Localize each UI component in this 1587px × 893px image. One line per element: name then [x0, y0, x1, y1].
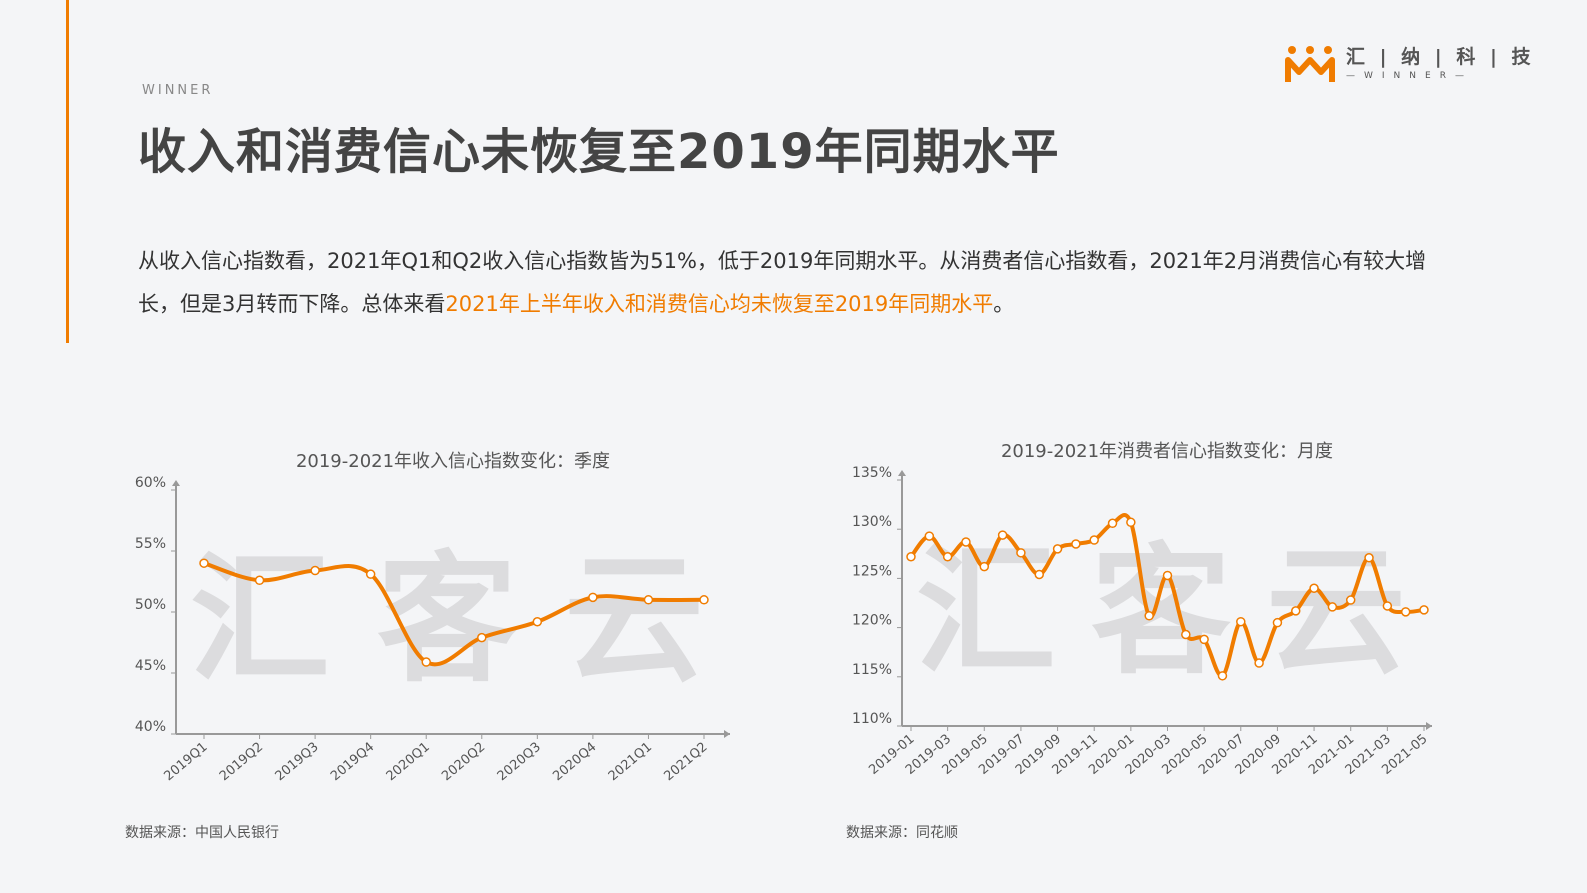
- data-point: [254, 575, 265, 586]
- description: 从收入信心指数看，2021年Q1和Q2收入信心指数皆为51%，低于2019年同期…: [138, 240, 1428, 326]
- data-point: [997, 530, 1008, 540]
- data-point: [199, 558, 209, 568]
- data-point: [1016, 548, 1026, 558]
- data-point: [1327, 602, 1338, 612]
- y-tick-label: 115%: [852, 662, 892, 678]
- data-point: [1217, 671, 1228, 681]
- x-tick-label: 2019Q1: [161, 740, 210, 785]
- data-point: [365, 569, 376, 579]
- data-point: [1034, 569, 1044, 580]
- data-point: [1052, 544, 1063, 554]
- desc-end: 。: [993, 292, 1015, 316]
- data-point: [1107, 518, 1118, 529]
- y-arrow-icon: [172, 480, 180, 486]
- data-point: [1364, 552, 1374, 563]
- source-left: 数据来源：中国人民银行: [125, 825, 279, 841]
- logo-icon: [1285, 46, 1335, 82]
- data-point: [1272, 617, 1283, 628]
- x-tick-label: 2020Q2: [439, 740, 488, 785]
- x-tick-label: 2019Q2: [217, 740, 266, 785]
- data-point: [1419, 605, 1429, 615]
- data-point: [1400, 607, 1411, 617]
- data-point: [1089, 535, 1099, 545]
- series-line: [203, 561, 705, 667]
- data-point: [1199, 634, 1209, 645]
- data-point: [1345, 595, 1356, 605]
- data-point: [421, 657, 431, 667]
- accent-bar: [66, 0, 69, 343]
- logo-sub: —WINNER—: [1346, 71, 1473, 81]
- y-tick-label: 135%: [852, 465, 892, 481]
- y-tick-label: 50%: [135, 597, 166, 613]
- data-point: [532, 617, 543, 627]
- x-arrow-icon: [724, 730, 730, 738]
- data-point: [310, 565, 320, 576]
- data-point: [588, 592, 598, 603]
- data-point: [906, 552, 916, 562]
- y-tick-label: 40%: [135, 719, 166, 735]
- page-title: 收入和消费信心未恢复至2019年同期水平: [138, 124, 1060, 180]
- y-tick-label: 60%: [135, 475, 166, 491]
- data-point: [1382, 601, 1393, 611]
- data-point: [699, 595, 709, 605]
- data-point: [477, 632, 487, 643]
- desc-highlight: 2021年上半年收入和消费信心均未恢复至2019年同期水平: [445, 292, 994, 316]
- data-point: [1071, 539, 1081, 549]
- data-point: [961, 537, 971, 547]
- y-arrow-icon: [898, 470, 906, 476]
- logo-name: 汇 | 纳 | 科 | 技: [1346, 46, 1535, 68]
- chart-title: 2019-2021年收入信心指数变化：季度: [296, 451, 610, 472]
- x-arrow-icon: [1426, 722, 1432, 730]
- chart-title: 2019-2021年消费者信心指数变化：月度: [1001, 441, 1333, 462]
- income-chart: 汇客云 2019-2021年收入信心指数变化：季度 40% 45% 50% 55% 60% 2…: [135, 451, 730, 785]
- data-point: [979, 561, 990, 572]
- y-tick-label: 110%: [852, 711, 892, 727]
- x-tick-label: 2020Q1: [384, 740, 433, 785]
- data-point: [1236, 616, 1246, 627]
- x-tick-label: 2019Q3: [273, 740, 322, 785]
- data-point: [1126, 517, 1136, 528]
- data-point: [924, 531, 935, 541]
- data-point: [1181, 629, 1191, 640]
- y-tick-label: 45%: [135, 658, 166, 674]
- data-point: [1309, 583, 1319, 593]
- watermark: 汇客云: [916, 531, 1406, 694]
- consumer-chart: 汇客云 2019-2021年消费者信心指数变化：月度 110% 115% 120% 125…: [852, 441, 1432, 778]
- data-point: [1291, 606, 1301, 616]
- y-tick-label: 55%: [135, 536, 166, 552]
- watermark: 汇客云: [190, 539, 704, 702]
- x-tick-label: 2020Q3: [495, 740, 544, 785]
- x-tick-label: 2021Q2: [661, 740, 710, 785]
- y-tick-label: 120%: [852, 613, 892, 629]
- data-point: [1254, 658, 1264, 668]
- y-tick-label: 125%: [852, 563, 892, 579]
- data-point: [1162, 570, 1173, 581]
- section-tag: WINNER: [142, 83, 214, 98]
- desc-text: 从收入信心指数看，2021年Q1和Q2收入信心指数皆为51%，低于2019年同期…: [138, 249, 1427, 316]
- data-point: [942, 552, 953, 562]
- x-tick-label: 2020Q4: [550, 740, 599, 785]
- data-point: [1144, 611, 1154, 621]
- source-right: 数据来源：同花顺: [846, 825, 958, 841]
- data-point: [643, 595, 654, 605]
- y-tick-label: 130%: [852, 514, 892, 530]
- x-tick-label: 2019Q4: [328, 740, 377, 785]
- x-tick-label: 2021Q1: [606, 740, 655, 785]
